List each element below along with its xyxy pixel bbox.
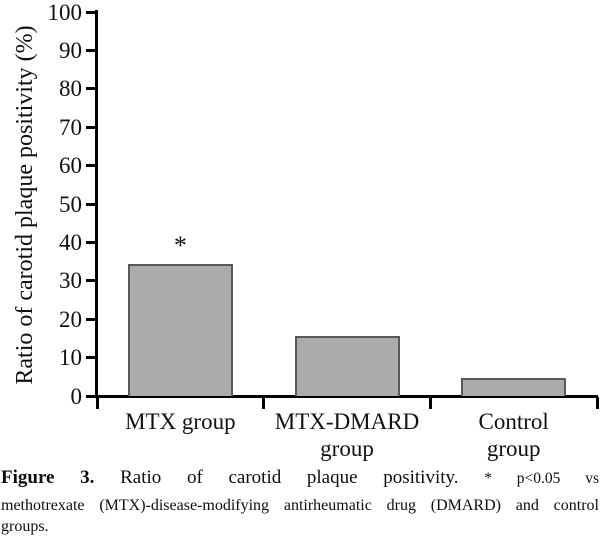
category-label-line: group xyxy=(320,436,374,461)
bar-1 xyxy=(294,336,400,396)
y-tick xyxy=(86,125,97,129)
significance-asterisk: * xyxy=(173,230,187,260)
y-tick-label: 50 xyxy=(59,191,82,217)
x-tick xyxy=(595,397,599,409)
y-tick-label: 100 xyxy=(47,0,83,25)
y-tick-label: 70 xyxy=(59,114,82,140)
caption-line-1: Figure 3. Ratio of carotid plaque positi… xyxy=(1,464,599,492)
category-label-1: MTX-DMARD group xyxy=(262,408,432,462)
y-tick xyxy=(86,356,97,360)
category-label-line: group xyxy=(486,436,541,461)
y-tick-label: 20 xyxy=(59,306,82,332)
bar-0 xyxy=(127,263,233,396)
caption-title: Ratio of carotid plaque positivity. xyxy=(120,467,459,488)
y-tick xyxy=(86,317,97,321)
category-label-line: MTX group xyxy=(125,409,236,434)
y-tick-label: 90 xyxy=(59,37,82,63)
x-tick xyxy=(262,397,266,409)
y-tick xyxy=(86,279,97,283)
x-tick xyxy=(95,397,99,409)
y-tick xyxy=(86,87,97,91)
figure-label: Figure 3. xyxy=(1,467,95,488)
bar-2 xyxy=(461,377,567,396)
y-tick-label: 60 xyxy=(59,153,82,179)
category-label-line: MTX-DMARD xyxy=(274,409,420,434)
figure-caption: Figure 3. Ratio of carotid plaque positi… xyxy=(1,464,599,537)
y-tick xyxy=(86,394,97,398)
x-axis xyxy=(95,395,598,398)
bar-chart: Ratio of carotid plaque positivity (%) 0… xyxy=(12,0,599,462)
y-tick xyxy=(86,10,97,14)
category-label-2: Control group xyxy=(429,408,599,462)
caption-note-lead: * p<0.05 vs xyxy=(484,470,600,487)
y-tick xyxy=(86,48,97,52)
y-tick xyxy=(86,164,97,168)
caption-note-rest: methotrexate (MTX)-disease-modifying ant… xyxy=(1,497,599,535)
category-label-0: MTX group xyxy=(95,408,265,435)
y-tick-label: 0 xyxy=(70,383,83,409)
x-tick xyxy=(428,397,432,409)
y-tick-label: 80 xyxy=(59,76,82,102)
y-tick-label: 40 xyxy=(59,229,82,255)
y-tick xyxy=(86,202,97,206)
y-tick xyxy=(86,240,97,244)
y-tick-label: 30 xyxy=(59,268,82,294)
y-tick-label: 10 xyxy=(59,345,82,371)
category-label-line: Control xyxy=(478,409,549,434)
